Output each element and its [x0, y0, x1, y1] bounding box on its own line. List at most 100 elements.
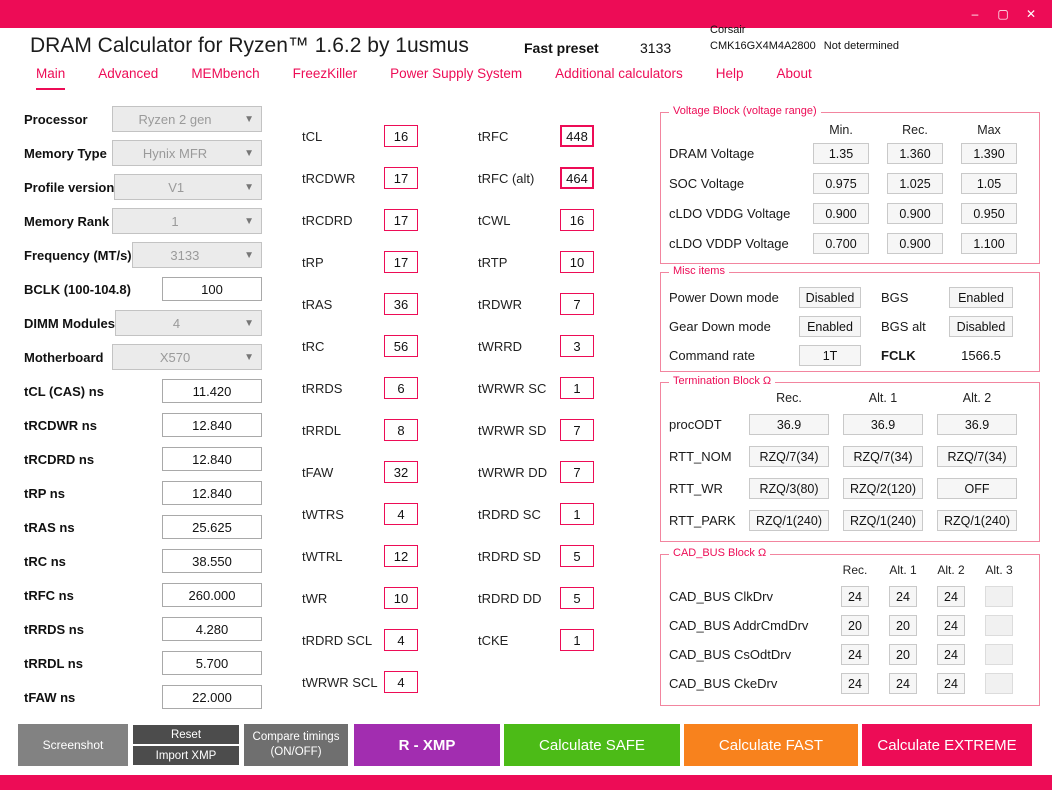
minimize-icon[interactable]: –: [971, 7, 979, 21]
trrds-ns-input[interactable]: [162, 617, 262, 641]
bclk-input[interactable]: [162, 277, 262, 301]
command-rate-value: 1T: [799, 345, 861, 366]
memory-type-select[interactable]: Hynix MFR ▼: [112, 140, 262, 166]
tab-additional-calculators[interactable]: Additional calculators: [555, 66, 683, 81]
screenshot-button[interactable]: Screenshot: [18, 724, 128, 766]
twr-input[interactable]: [384, 587, 418, 609]
tab-advanced[interactable]: Advanced: [98, 66, 159, 81]
trcdrd-ns-input[interactable]: [162, 447, 262, 471]
voltage-value: 0.700: [813, 233, 869, 254]
twrwr-scl-input[interactable]: [384, 671, 418, 693]
trdwr-input[interactable]: [560, 293, 594, 315]
tfaw-input[interactable]: [384, 461, 418, 483]
twrwr-dd-input[interactable]: [560, 461, 594, 483]
timing-label: tCKE: [478, 632, 509, 648]
twrwr-sc-input[interactable]: [560, 377, 594, 399]
voltage-value: 1.05: [961, 173, 1017, 194]
compare-timings-button[interactable]: Compare timings (ON/OFF): [244, 724, 348, 766]
ckedrv-value: [985, 673, 1013, 694]
reset-button[interactable]: Reset: [132, 724, 240, 745]
twtrs-input[interactable]: [384, 503, 418, 525]
trdrd-sc-input[interactable]: [560, 503, 594, 525]
tab-help[interactable]: Help: [715, 66, 744, 81]
trrdl-ns-input[interactable]: [162, 651, 262, 675]
bottom-accent-strip: [0, 775, 1052, 790]
profile-version-select[interactable]: V1 ▼: [114, 174, 262, 200]
field-label: Profile version: [24, 179, 115, 195]
timing-row: tRRDL: [302, 418, 418, 442]
calculate-extreme-button[interactable]: Calculate EXTREME: [862, 724, 1032, 766]
trcdwr-ns-input[interactable]: [162, 413, 262, 437]
tcl-input[interactable]: [384, 125, 418, 147]
tab-main[interactable]: Main: [36, 66, 66, 90]
tfaw-ns-input[interactable]: [162, 685, 262, 709]
form-row: Processor Ryzen 2 gen ▼: [24, 106, 262, 132]
column-header: Alt. 1: [889, 563, 917, 577]
field-label: tFAW ns: [24, 689, 76, 705]
twrrd-input[interactable]: [560, 335, 594, 357]
twtrl-input[interactable]: [384, 545, 418, 567]
twrwr-sd-input[interactable]: [560, 419, 594, 441]
trp-ns-input[interactable]: [162, 481, 262, 505]
trfc-input[interactable]: [560, 125, 594, 147]
trrdl-input[interactable]: [384, 419, 418, 441]
r-xmp-button[interactable]: R - XMP: [354, 724, 500, 766]
trtp-input[interactable]: [560, 251, 594, 273]
select-value: 3133: [170, 247, 200, 263]
voltage-value: 0.975: [813, 173, 869, 194]
tab-about[interactable]: About: [776, 66, 812, 81]
tab-freezkiller[interactable]: FreezKiller: [292, 66, 358, 81]
close-icon[interactable]: ✕: [1025, 7, 1037, 21]
frequency-select[interactable]: 3133 ▼: [131, 242, 262, 268]
trfc-alt-input[interactable]: [560, 167, 594, 189]
misc-label: Gear Down mode: [669, 319, 771, 334]
trcdrd-input[interactable]: [384, 209, 418, 231]
chevron-down-icon: ▼: [244, 215, 254, 227]
timing-row: tRP: [302, 250, 418, 274]
voltage-label: DRAM Voltage: [669, 146, 755, 161]
trdrd-dd-input[interactable]: [560, 587, 594, 609]
cad-bus-block-panel: CAD_BUS Block Ω Rec. Alt. 1 Alt. 2 Alt. …: [660, 547, 1040, 706]
voltage-value: 1.390: [961, 143, 1017, 164]
trfc-ns-input[interactable]: [162, 583, 262, 607]
trdrd-scl-input[interactable]: [384, 629, 418, 651]
processor-select[interactable]: Ryzen 2 gen ▼: [112, 106, 262, 132]
tras-ns-input[interactable]: [162, 515, 262, 539]
voltage-value: 1.100: [961, 233, 1017, 254]
timing-row: tRAS: [302, 292, 418, 316]
voltage-row: cLDO VDDG Voltage 0.900 0.900 0.950: [661, 201, 1039, 226]
tcl-ns-input[interactable]: [162, 379, 262, 403]
trrds-input[interactable]: [384, 377, 418, 399]
tab-membench[interactable]: MEMbench: [191, 66, 260, 81]
trc-input[interactable]: [384, 335, 418, 357]
timing-label: tRDWR: [478, 296, 523, 312]
memory-rank-select[interactable]: 1 ▼: [112, 208, 262, 234]
calculate-safe-button[interactable]: Calculate SAFE: [504, 724, 680, 766]
column-header: Max: [977, 123, 1001, 137]
voltage-value: 0.900: [887, 233, 943, 254]
motherboard-select[interactable]: X570 ▼: [112, 344, 262, 370]
trp-input[interactable]: [384, 251, 418, 273]
procodt-value: 36.9: [937, 414, 1017, 435]
trcdwr-input[interactable]: [384, 167, 418, 189]
maximize-icon[interactable]: ▢: [997, 7, 1009, 21]
form-row: tRC ns: [24, 548, 262, 574]
tab-power-supply-system[interactable]: Power Supply System: [390, 66, 523, 81]
rtt-nom-value: RZQ/7(34): [843, 446, 923, 467]
timing-label: tWRRD: [478, 338, 523, 354]
import-xmp-button[interactable]: Import XMP: [132, 745, 240, 766]
dimm-modules-select[interactable]: 4 ▼: [115, 310, 262, 336]
timing-label: tWR: [302, 590, 328, 606]
timing-label: tRDRD SD: [478, 548, 541, 564]
trdrd-sd-input[interactable]: [560, 545, 594, 567]
timing-label: tRDRD SCL: [302, 632, 373, 648]
tcke-input[interactable]: [560, 629, 594, 651]
csodtdrv-value: 20: [889, 644, 917, 665]
app-title: DRAM Calculator for Ryzen™ 1.6.2 by 1usm…: [30, 34, 469, 57]
calculate-fast-button[interactable]: Calculate FAST: [684, 724, 858, 766]
form-row: Motherboard X570 ▼: [24, 344, 262, 370]
trc-ns-input[interactable]: [162, 549, 262, 573]
tcwl-input[interactable]: [560, 209, 594, 231]
tras-input[interactable]: [384, 293, 418, 315]
termination-row: RTT_NOM RZQ/7(34) RZQ/7(34) RZQ/7(34): [661, 443, 1039, 470]
